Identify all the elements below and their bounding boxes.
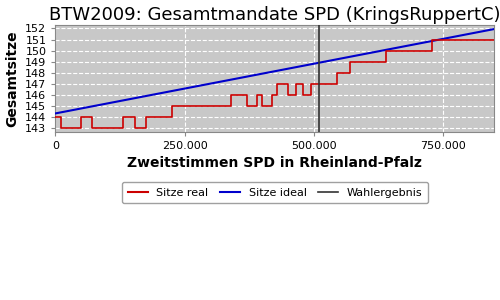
Y-axis label: Gesamtsitze: Gesamtsitze bbox=[6, 30, 20, 127]
Legend: Sitze real, Sitze ideal, Wahlergebnis: Sitze real, Sitze ideal, Wahlergebnis bbox=[122, 182, 428, 203]
Title: BTW2009: Gesamtmandate SPD (KringsRuppertC): BTW2009: Gesamtmandate SPD (KringsRupper… bbox=[49, 6, 500, 24]
X-axis label: Zweitstimmen SPD in Rheinland-Pfalz: Zweitstimmen SPD in Rheinland-Pfalz bbox=[128, 156, 422, 170]
